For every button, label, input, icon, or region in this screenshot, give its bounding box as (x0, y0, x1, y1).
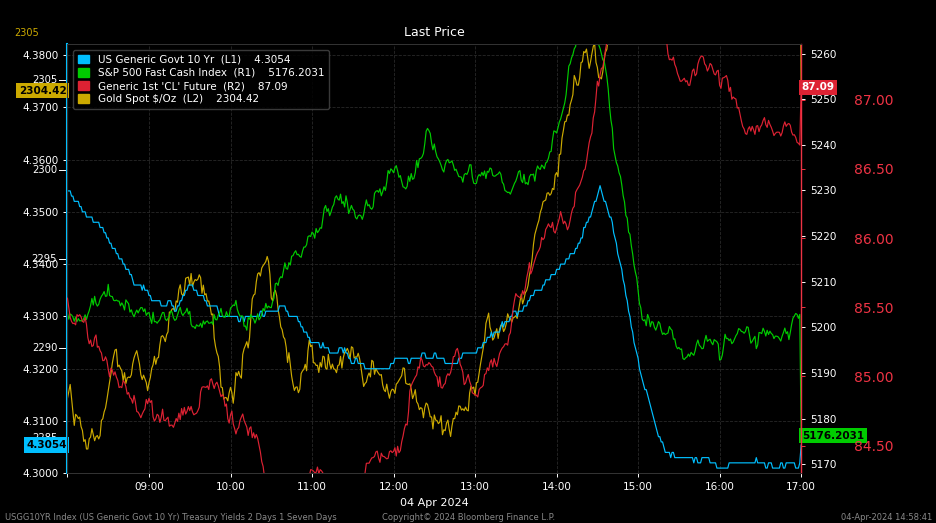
Text: 5176.2031: 5176.2031 (801, 431, 863, 441)
Text: Copyright© 2024 Bloomberg Finance L.P.: Copyright© 2024 Bloomberg Finance L.P. (382, 514, 554, 522)
Text: Last Price: Last Price (403, 26, 464, 39)
Text: 04 Apr 2024: 04 Apr 2024 (400, 498, 468, 508)
Text: 04-Apr-2024 14:58:41: 04-Apr-2024 14:58:41 (841, 514, 931, 522)
Text: 4.3054: 4.3054 (26, 440, 66, 450)
Text: 2295: 2295 (32, 254, 57, 264)
Text: USGG10YR Index (US Generic Govt 10 Yr) Treasury Yields 2 Days 1 Seven Days: USGG10YR Index (US Generic Govt 10 Yr) T… (5, 514, 336, 522)
Text: 2300: 2300 (32, 165, 57, 175)
Text: 2305: 2305 (32, 75, 57, 85)
Text: 2304.42: 2304.42 (19, 86, 66, 96)
Text: 2285: 2285 (32, 433, 57, 442)
Text: 2305: 2305 (15, 28, 39, 38)
Text: 2290: 2290 (32, 343, 57, 353)
Text: 87.09: 87.09 (801, 82, 834, 93)
Legend: US Generic Govt 10 Yr  (L1)    4.3054, S&P 500 Fast Cash Index  (R1)    5176.203: US Generic Govt 10 Yr (L1) 4.3054, S&P 5… (73, 50, 329, 109)
